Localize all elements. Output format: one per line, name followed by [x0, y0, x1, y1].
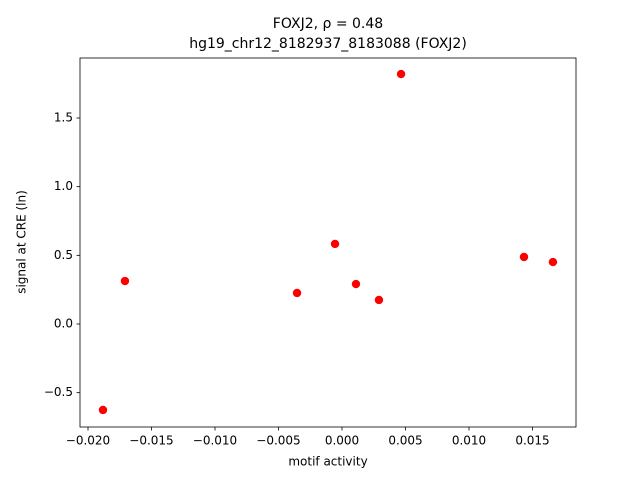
x-tick-label: 0.015 [515, 434, 549, 448]
point [98, 405, 108, 415]
chart-title: FOXJ2, ρ = 0.48 [273, 16, 383, 32]
point [330, 239, 340, 249]
x-tick-label: −0.015 [129, 434, 173, 448]
plot-frame [79, 57, 577, 428]
x-tick-label: 0.000 [325, 434, 359, 448]
y-axis-label: signal at CRE (ln) [15, 190, 29, 294]
y-tick-label: 0.0 [54, 317, 73, 331]
point [519, 252, 529, 262]
y-tick-label: 1.0 [54, 179, 73, 193]
x-tick-label: −0.005 [256, 434, 300, 448]
y-tick-label: −0.5 [44, 385, 73, 399]
chart-subtitle: hg19_chr12_8182937_8183088 (FOXJ2) [189, 36, 467, 52]
x-tick-label: −0.020 [66, 434, 110, 448]
x-tick-label: −0.010 [193, 434, 237, 448]
x-tick-label: 0.005 [388, 434, 422, 448]
point [374, 295, 384, 305]
point [548, 257, 558, 267]
y-tick-label: 0.5 [54, 248, 73, 262]
x-axis-label: motif activity [288, 455, 367, 469]
point [292, 288, 302, 298]
x-tick-label: 0.010 [452, 434, 486, 448]
y-tick-label: 1.5 [54, 111, 73, 125]
point [351, 279, 361, 289]
point [396, 69, 406, 79]
point [120, 276, 130, 286]
